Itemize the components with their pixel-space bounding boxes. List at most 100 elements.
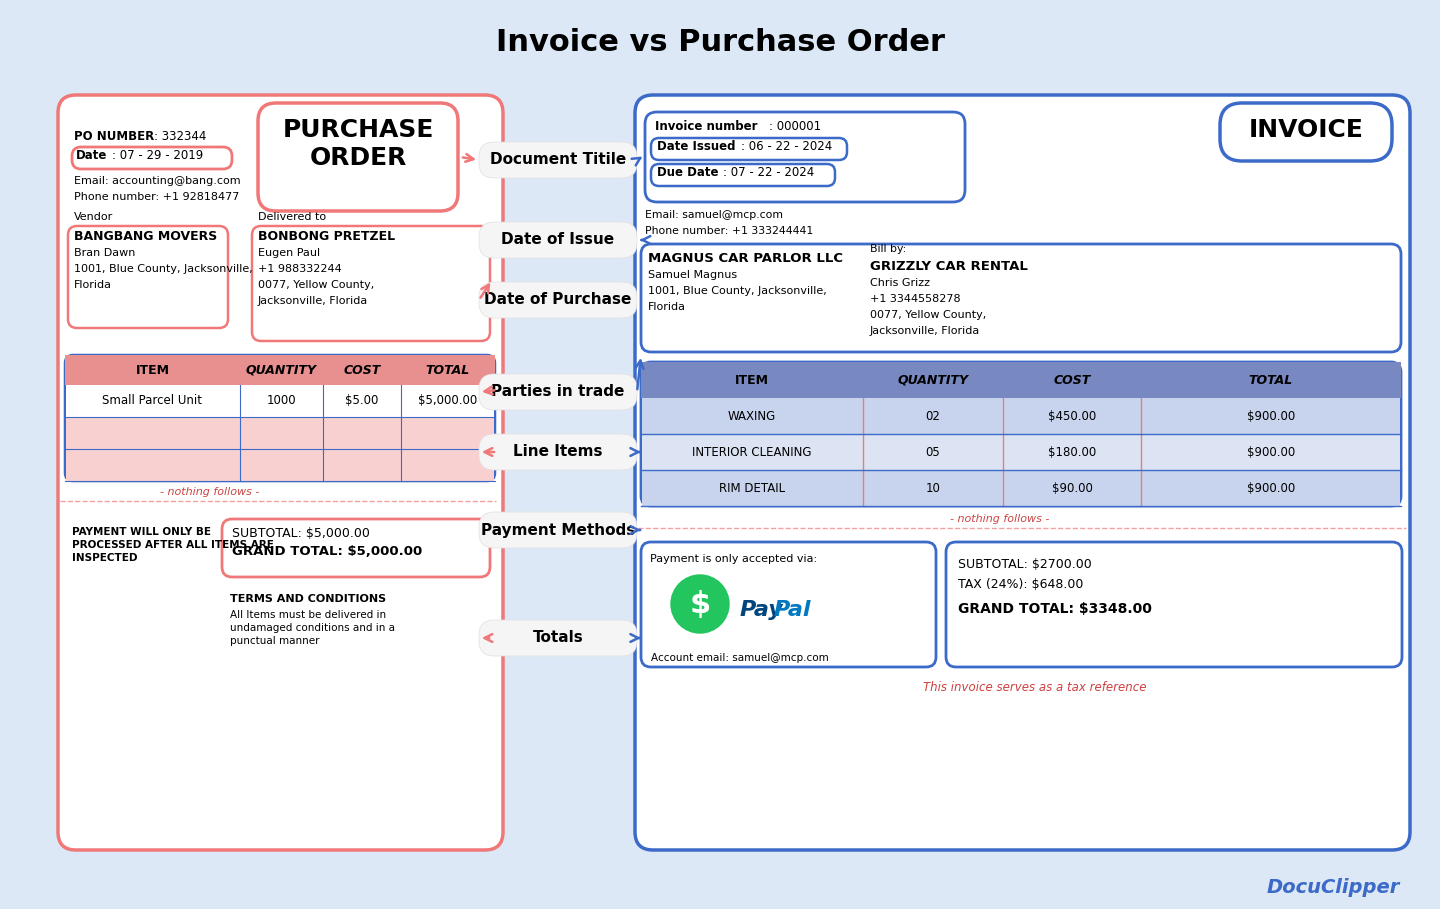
Text: Date Issued: Date Issued xyxy=(657,140,736,153)
Text: TAX (24%): $648.00: TAX (24%): $648.00 xyxy=(958,578,1083,591)
Text: $: $ xyxy=(690,590,710,618)
Text: $5.00: $5.00 xyxy=(346,395,379,407)
Text: RIM DETAIL: RIM DETAIL xyxy=(719,482,785,494)
FancyBboxPatch shape xyxy=(635,95,1410,850)
Text: : 06 - 22 - 2024: : 06 - 22 - 2024 xyxy=(742,140,832,153)
FancyBboxPatch shape xyxy=(480,222,636,258)
Text: Pal: Pal xyxy=(775,600,812,620)
Text: Invoice number: Invoice number xyxy=(655,120,757,133)
Text: : 332344: : 332344 xyxy=(154,130,206,143)
Text: Date: Date xyxy=(76,149,108,162)
Text: COST: COST xyxy=(343,364,380,376)
Text: +1 3344558278: +1 3344558278 xyxy=(870,294,960,304)
Text: INVOICE: INVOICE xyxy=(1248,118,1364,142)
Text: : 000001: : 000001 xyxy=(769,120,821,133)
Text: BANGBANG MOVERS: BANGBANG MOVERS xyxy=(73,230,217,243)
FancyBboxPatch shape xyxy=(252,226,490,341)
Text: Samuel Magnus: Samuel Magnus xyxy=(648,270,737,280)
FancyBboxPatch shape xyxy=(222,519,490,577)
Text: Bill by:: Bill by: xyxy=(870,244,906,254)
Text: Jacksonville, Florida: Jacksonville, Florida xyxy=(258,296,369,306)
Text: Eugen Paul: Eugen Paul xyxy=(258,248,320,258)
Text: 1001, Blue County, Jacksonville,: 1001, Blue County, Jacksonville, xyxy=(73,264,253,274)
Text: Email: accounting@bang.com: Email: accounting@bang.com xyxy=(73,176,240,186)
FancyBboxPatch shape xyxy=(642,398,1400,434)
Text: SUBTOTAL: $5,000.00: SUBTOTAL: $5,000.00 xyxy=(232,527,370,540)
Text: DocuClipper: DocuClipper xyxy=(1267,878,1400,897)
Text: $900.00: $900.00 xyxy=(1247,409,1295,423)
Text: 02: 02 xyxy=(926,409,940,423)
FancyBboxPatch shape xyxy=(480,142,636,178)
Text: 10: 10 xyxy=(926,482,940,494)
FancyBboxPatch shape xyxy=(480,374,636,410)
Text: : 07 - 22 - 2024: : 07 - 22 - 2024 xyxy=(723,166,814,179)
Text: BONBONG PRETZEL: BONBONG PRETZEL xyxy=(258,230,395,243)
Text: This invoice serves as a tax reference: This invoice serves as a tax reference xyxy=(923,681,1146,694)
Text: INTERIOR CLEANING: INTERIOR CLEANING xyxy=(693,445,812,458)
Text: PAYMENT WILL ONLY BE
PROCESSED AFTER ALL ITEMS ARE
INSPECTED: PAYMENT WILL ONLY BE PROCESSED AFTER ALL… xyxy=(72,527,274,564)
Text: - nothing follows -: - nothing follows - xyxy=(950,514,1050,524)
Text: TERMS AND CONDITIONS: TERMS AND CONDITIONS xyxy=(230,594,386,604)
FancyBboxPatch shape xyxy=(68,226,228,328)
Text: ITEM: ITEM xyxy=(135,364,170,376)
Text: Parties in trade: Parties in trade xyxy=(491,385,625,399)
Text: - nothing follows -: - nothing follows - xyxy=(160,487,259,497)
Text: GRAND TOTAL: $5,000.00: GRAND TOTAL: $5,000.00 xyxy=(232,545,422,558)
Text: Bran Dawn: Bran Dawn xyxy=(73,248,135,258)
Text: COST: COST xyxy=(1054,374,1090,386)
Text: Email: samuel@mcp.com: Email: samuel@mcp.com xyxy=(645,210,783,220)
FancyBboxPatch shape xyxy=(480,282,636,318)
FancyBboxPatch shape xyxy=(65,355,495,481)
Circle shape xyxy=(671,575,729,633)
Text: Phone number: +1 92818477: Phone number: +1 92818477 xyxy=(73,192,239,202)
Text: Florida: Florida xyxy=(648,302,685,312)
Text: SUBTOTAL: $2700.00: SUBTOTAL: $2700.00 xyxy=(958,558,1092,571)
FancyBboxPatch shape xyxy=(642,470,1400,506)
Text: Date of Issue: Date of Issue xyxy=(501,233,615,247)
FancyBboxPatch shape xyxy=(58,95,503,850)
FancyBboxPatch shape xyxy=(480,434,636,470)
FancyBboxPatch shape xyxy=(651,164,835,186)
Text: $900.00: $900.00 xyxy=(1247,482,1295,494)
FancyBboxPatch shape xyxy=(1220,103,1392,161)
Text: PURCHASE
ORDER: PURCHASE ORDER xyxy=(282,118,433,170)
Text: 05: 05 xyxy=(926,445,940,458)
Text: Date of Purchase: Date of Purchase xyxy=(484,293,632,307)
FancyBboxPatch shape xyxy=(72,147,232,169)
Text: Document Titile: Document Titile xyxy=(490,153,626,167)
Text: GRAND TOTAL: $3348.00: GRAND TOTAL: $3348.00 xyxy=(958,602,1152,616)
Text: Vendor: Vendor xyxy=(73,212,114,222)
Text: Payment Methods: Payment Methods xyxy=(481,523,635,537)
Text: Pay: Pay xyxy=(740,600,783,620)
FancyBboxPatch shape xyxy=(66,385,494,417)
FancyBboxPatch shape xyxy=(65,355,495,385)
FancyBboxPatch shape xyxy=(651,138,847,160)
Text: Delivered to: Delivered to xyxy=(258,212,325,222)
Text: TOTAL: TOTAL xyxy=(426,364,469,376)
Text: Invoice vs Purchase Order: Invoice vs Purchase Order xyxy=(495,28,945,57)
FancyBboxPatch shape xyxy=(641,244,1401,352)
Text: Due Date: Due Date xyxy=(657,166,719,179)
Text: Chris Grizz: Chris Grizz xyxy=(870,278,930,288)
Text: : 07 - 29 - 2019: : 07 - 29 - 2019 xyxy=(112,149,203,162)
FancyBboxPatch shape xyxy=(642,434,1400,470)
Text: $900.00: $900.00 xyxy=(1247,445,1295,458)
Text: TOTAL: TOTAL xyxy=(1248,374,1293,386)
Text: 1000: 1000 xyxy=(266,395,297,407)
Text: Jacksonville, Florida: Jacksonville, Florida xyxy=(870,326,981,336)
FancyBboxPatch shape xyxy=(645,112,965,202)
Text: $180.00: $180.00 xyxy=(1048,445,1096,458)
FancyBboxPatch shape xyxy=(946,542,1403,667)
Text: $5,000.00: $5,000.00 xyxy=(419,395,478,407)
Text: QUANTITY: QUANTITY xyxy=(897,374,969,386)
Text: ITEM: ITEM xyxy=(734,374,769,386)
FancyBboxPatch shape xyxy=(641,362,1401,398)
Text: Payment is only accepted via:: Payment is only accepted via: xyxy=(649,554,816,564)
FancyBboxPatch shape xyxy=(66,417,494,449)
Text: All Items must be delivered in
undamaged conditions and in a
punctual manner: All Items must be delivered in undamaged… xyxy=(230,610,395,646)
Text: +1 988332244: +1 988332244 xyxy=(258,264,341,274)
Text: $450.00: $450.00 xyxy=(1048,409,1096,423)
Text: Totals: Totals xyxy=(533,631,583,645)
Text: 0077, Yellow County,: 0077, Yellow County, xyxy=(870,310,986,320)
Text: 0077, Yellow County,: 0077, Yellow County, xyxy=(258,280,374,290)
